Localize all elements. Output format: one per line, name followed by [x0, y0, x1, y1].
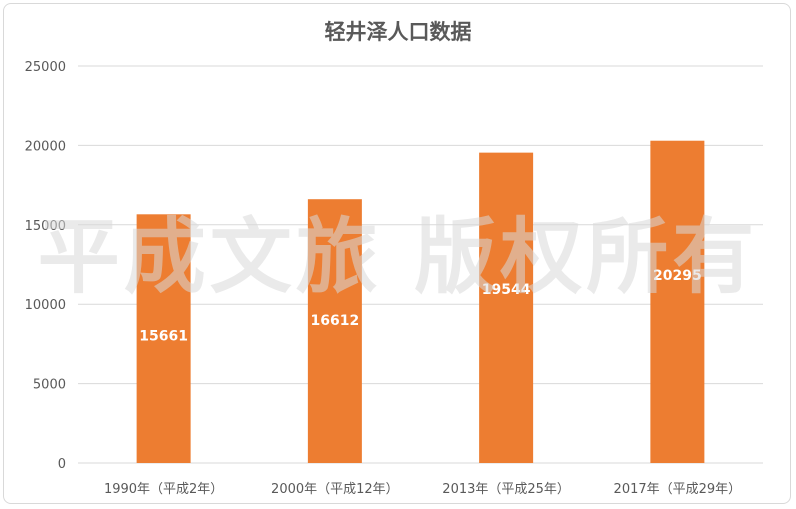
- data-label: 16612: [311, 313, 360, 329]
- x-tick-label: 2017年（平成29年）: [614, 482, 742, 497]
- bar: [650, 140, 705, 463]
- x-tick-label: 2013年（平成25年）: [442, 482, 570, 497]
- bar: [479, 152, 534, 463]
- y-tick-label: 20000: [25, 139, 66, 154]
- bar: [136, 214, 191, 463]
- y-tick-label: 10000: [25, 298, 66, 313]
- x-tick-label: 2000年（平成12年）: [271, 482, 399, 497]
- data-label: 20295: [653, 268, 702, 284]
- y-tick-label: 25000: [25, 60, 66, 75]
- x-tick-label: 1990年（平成2年）: [104, 482, 223, 497]
- chart-title: 轻井泽人口数据: [324, 20, 472, 44]
- y-tick-label: 0: [58, 457, 66, 472]
- bar: [307, 199, 362, 463]
- data-label: 15661: [139, 329, 188, 345]
- data-label: 19544: [482, 282, 531, 298]
- y-tick-label: 5000: [33, 378, 66, 393]
- y-tick-label: 15000: [25, 219, 66, 234]
